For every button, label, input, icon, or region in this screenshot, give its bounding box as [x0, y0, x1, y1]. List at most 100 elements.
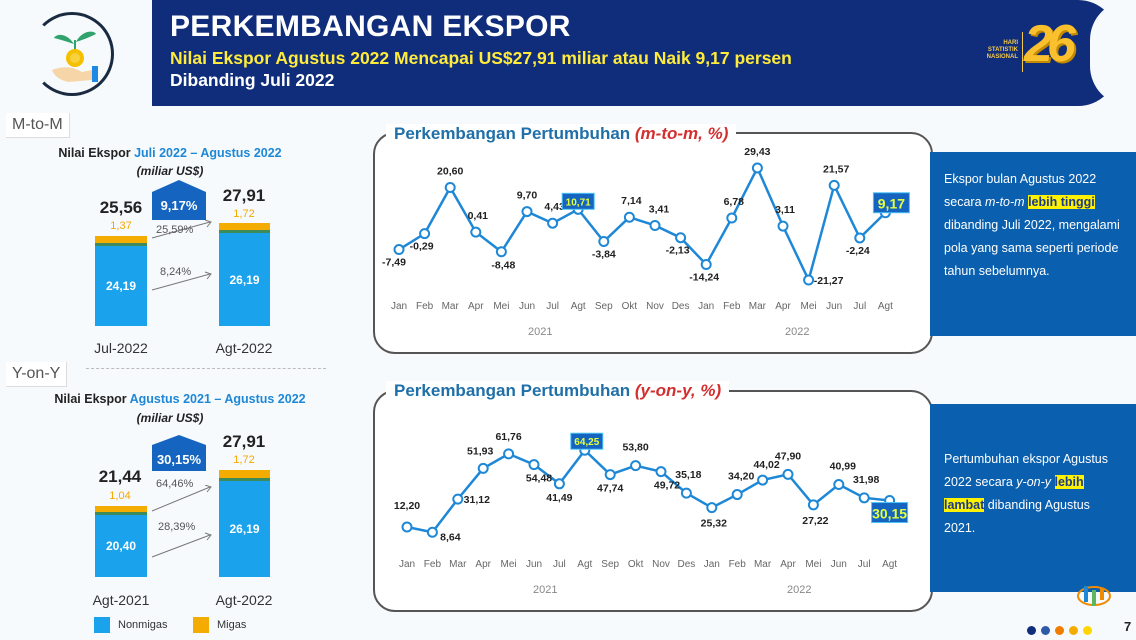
yony-bar1-nonmigas: 20,40: [95, 515, 147, 577]
svg-text:Des: Des: [678, 559, 696, 570]
svg-text:Agt: Agt: [571, 301, 586, 312]
legend-swatch-migas: [193, 617, 209, 633]
yony-nonmigas-growth: 28,39%: [158, 521, 196, 533]
yony-migas-growth: 64,46%: [156, 478, 194, 490]
mtom-growth-arrows: [151, 220, 212, 291]
svg-text:64,25: 64,25: [574, 437, 599, 448]
yony-bar2-label: Agt-2022: [215, 592, 273, 608]
svg-text:-7,49: -7,49: [382, 257, 406, 269]
yony-bar2-total: 27,91: [222, 432, 266, 451]
svg-text:8,64: 8,64: [440, 531, 461, 543]
svg-text:-2,13: -2,13: [666, 245, 690, 257]
svg-text:Sep: Sep: [595, 301, 613, 312]
yony-year-2022: 2022: [787, 584, 812, 596]
header-banner: [152, 0, 1118, 106]
svg-text:Feb: Feb: [729, 559, 747, 570]
svg-text:Mar: Mar: [749, 301, 767, 312]
mtom-note: Ekspor bulan Agustus 2022 secara m-to-m …: [930, 152, 1136, 336]
svg-text:Jan: Jan: [704, 559, 720, 570]
svg-text:Feb: Feb: [723, 301, 741, 312]
svg-text:Agt: Agt: [882, 559, 897, 570]
yony-bar1-migas-label: 1,04: [109, 490, 131, 502]
svg-text:Jan: Jan: [391, 301, 407, 312]
svg-text:Jan: Jan: [399, 559, 415, 570]
mtom-year-2021: 2021: [528, 326, 553, 338]
svg-text:Jul: Jul: [553, 559, 566, 570]
svg-text:12,20: 12,20: [394, 500, 420, 512]
svg-text:Agt: Agt: [577, 559, 592, 570]
mtom-bar2-migas-label: 1,72: [233, 208, 255, 220]
svg-text:53,80: 53,80: [622, 442, 648, 454]
mtom-bar2-total: 27,91: [222, 186, 266, 205]
svg-text:Jun: Jun: [526, 559, 542, 570]
svg-text:Mar: Mar: [442, 301, 460, 312]
svg-text:9,17: 9,17: [878, 196, 905, 212]
svg-text:10,71: 10,71: [566, 197, 591, 208]
svg-text:44,02: 44,02: [753, 459, 779, 471]
svg-text:54,48: 54,48: [526, 473, 552, 485]
yony-bar1-label: Agt-2021: [92, 592, 150, 608]
svg-text:47,90: 47,90: [775, 450, 801, 462]
yony-growth-badge: 30,15%: [152, 452, 206, 467]
svg-text:Jun: Jun: [831, 559, 847, 570]
yony-growth-arrows: [151, 485, 212, 558]
svg-text:6,78: 6,78: [724, 196, 745, 208]
yony-panel-title: Nilai Ekspor Agustus 2021 – Agustus 2022: [54, 392, 306, 406]
svg-text:Mei: Mei: [493, 301, 509, 312]
svg-text:27,22: 27,22: [802, 515, 828, 527]
mtom-bar2-migas: [219, 223, 270, 230]
yony-tag: Y-on-Y: [6, 362, 68, 387]
yony-bar2-migas-label: 1,72: [233, 454, 255, 466]
svg-text:31,12: 31,12: [464, 494, 490, 506]
yony-year-2021: 2021: [533, 584, 558, 596]
svg-text:4,43: 4,43: [544, 201, 565, 213]
svg-text:0,41: 0,41: [468, 210, 489, 222]
yony-note: Pertumbuhan ekspor Agustus 2022 secara y…: [930, 404, 1136, 592]
svg-text:Mei: Mei: [805, 559, 821, 570]
svg-text:Apr: Apr: [468, 301, 484, 312]
page-dot: [1083, 626, 1092, 635]
svg-text:25,32: 25,32: [701, 518, 727, 530]
mtom-year-2022: 2022: [785, 326, 810, 338]
svg-text:47,74: 47,74: [597, 483, 623, 495]
svg-text:Feb: Feb: [424, 559, 442, 570]
mtom-panel-title: Nilai Ekspor Juli 2022 – Agustus 2022: [58, 146, 282, 160]
svg-text:3,41: 3,41: [649, 203, 670, 215]
svg-text:Apr: Apr: [775, 301, 791, 312]
svg-text:40,99: 40,99: [830, 461, 856, 473]
svg-text:41,49: 41,49: [546, 492, 572, 504]
page-subtitle: Nilai Ekspor Agustus 2022 Mencapai US$27…: [170, 48, 792, 68]
yony-bar2-migas: [219, 470, 270, 478]
svg-text:Mei: Mei: [801, 301, 817, 312]
legend-swatch-nonmigas: [94, 617, 110, 633]
mtom-bar2-nonmigas: 26,19: [219, 233, 270, 326]
svg-text:-2,24: -2,24: [846, 245, 870, 257]
section-divider: [86, 368, 326, 369]
page-title: PERKEMBANGAN EKSPOR: [170, 10, 571, 43]
legend-label-migas: Migas: [217, 619, 247, 631]
svg-text:Apr: Apr: [475, 559, 491, 570]
yony-chart-frame: [373, 390, 933, 612]
svg-text:34,20: 34,20: [728, 471, 754, 483]
mtom-bar1-migas: [95, 236, 147, 243]
yony-line-chart: 12,20 Jan 8,64 Feb 31,12 Mar 51,93 Apr 61,76 Mei 5…: [394, 431, 909, 570]
page-dot: [1041, 626, 1050, 635]
mtom-bar2-label: Agt-2022: [215, 340, 273, 356]
svg-text:Jul: Jul: [858, 559, 871, 570]
svg-text:Nov: Nov: [646, 301, 664, 312]
event-logo-number: 26: [1024, 15, 1076, 73]
svg-text:Agt: Agt: [878, 301, 893, 312]
svg-text:Okt: Okt: [622, 301, 638, 312]
svg-text:-14,24: -14,24: [689, 271, 719, 283]
mtom-growth-badge: 9,17%: [152, 198, 206, 213]
svg-text:Mar: Mar: [449, 559, 467, 570]
mtom-bar1-sep: [95, 243, 147, 246]
mtom-migas-growth: 25,59%: [156, 224, 194, 236]
svg-text:29,43: 29,43: [744, 146, 770, 158]
bps-logo-icon: [1077, 586, 1111, 606]
mtom-chart-title: Perkembangan Pertumbuhan (m-to-m, %): [386, 124, 737, 144]
svg-text:Jun: Jun: [826, 301, 842, 312]
svg-text:20,60: 20,60: [437, 165, 463, 177]
svg-text:Jun: Jun: [519, 301, 535, 312]
event-logo-divider: [1022, 32, 1023, 72]
